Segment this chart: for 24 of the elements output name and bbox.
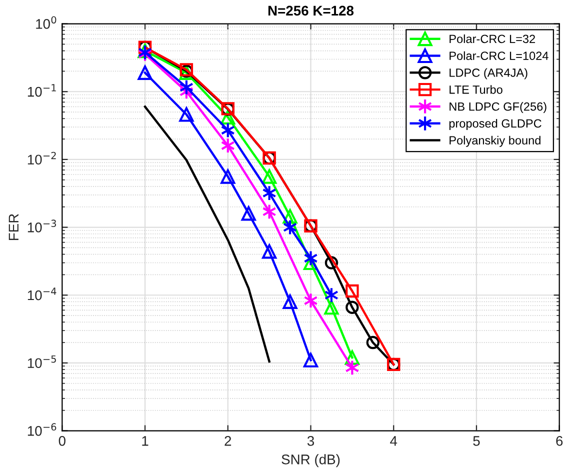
x-tick-label: 1	[142, 436, 148, 446]
y-tick-label: 10$^{−6}$	[28, 423, 56, 436]
legend-label: LDPC (AR4JA)	[450, 68, 528, 80]
y-tick-label: 10$^{−2}$	[28, 152, 56, 165]
y-tick-label: 10$^{−5}$	[28, 355, 56, 368]
x-tick-label: 4	[390, 436, 398, 446]
legend-label: NB LDPC GF(256)	[450, 102, 546, 114]
legend-label: LTE Turbo	[450, 85, 502, 94]
x-axis-title: SNR (dB)	[282, 454, 340, 468]
y-axis-title: FER	[8, 214, 18, 240]
x-tick-label: 0	[58, 436, 66, 446]
legend-label: proposed GLDPC	[449, 118, 542, 130]
y-tick-label: 10$^{−3}$	[28, 220, 56, 232]
legend-label: Polyanskiy bound	[450, 136, 540, 147]
legend-label: Polar-CRC L=32	[450, 34, 536, 44]
y-tick-label: 10$^{−1}$	[28, 84, 56, 97]
x-tick-label: 2	[224, 436, 232, 446]
x-tick-label: 5	[473, 436, 480, 446]
legend-label: Polar-CRC L=1024	[450, 51, 548, 60]
x-tick-label: 6	[556, 436, 563, 446]
chart-title: N=256 K=128	[268, 6, 354, 16]
y-tick-label: 10$^{0}$	[36, 16, 56, 29]
x-tick-label: 3	[307, 436, 314, 446]
y-tick-label: 10$^{−4}$	[28, 288, 56, 300]
